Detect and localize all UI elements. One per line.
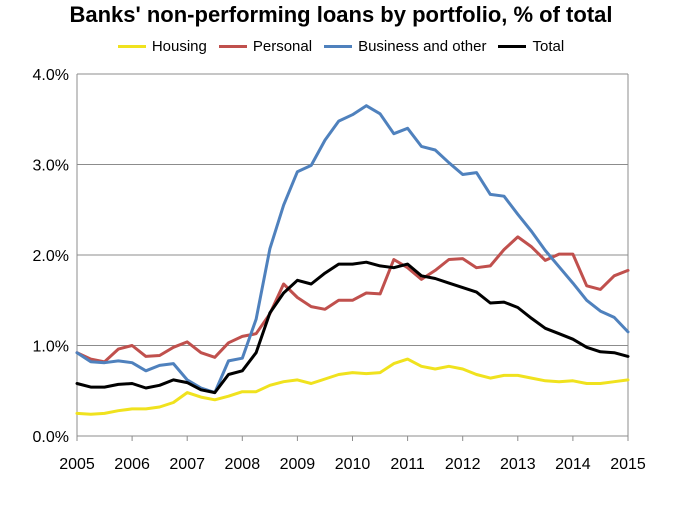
legend-swatch-personal (218, 45, 247, 48)
x-tick-label: 2005 (59, 456, 95, 473)
x-tick-label: 2011 (390, 456, 425, 473)
chart-title: Banks' non-performing loans by portfolio… (69, 2, 613, 27)
y-tick-label: 4.0% (33, 67, 69, 84)
legend-label-business: Business and other (358, 38, 487, 55)
legend-label-housing: Housing (151, 38, 207, 55)
y-tick-label: 2.0% (33, 248, 69, 265)
x-tick-label: 2009 (280, 456, 316, 473)
x-tick-label: 2010 (335, 456, 371, 473)
legend: Housing Personal Business and other Tota… (0, 38, 682, 55)
series-line-business-and-other (75, 104, 630, 395)
legend-swatch-business (324, 45, 353, 48)
legend-item-total: Total (498, 38, 564, 55)
x-tick-label: 2008 (225, 456, 261, 473)
series-line-housing (75, 357, 630, 416)
series-line-total (75, 260, 630, 395)
legend-swatch-housing (117, 45, 146, 48)
x-tick-label: 2015 (610, 456, 646, 473)
legend-label-total: Total (532, 38, 565, 55)
series-lines (75, 104, 630, 416)
legend-item-business: Business and other (324, 38, 486, 55)
x-tick-label: 2013 (500, 456, 536, 473)
tick-labels: 0.0% 1.0% 2.0% 3.0% 4.0% 2005 2006 2007 2008 2009… (33, 67, 646, 473)
legend-label-personal: Personal (252, 38, 313, 55)
axes (76, 74, 629, 441)
gridlines (77, 73, 628, 346)
x-tick-label: 2014 (555, 456, 591, 473)
x-tick-label: 2007 (169, 456, 205, 473)
x-tick-label: 2012 (445, 456, 481, 473)
y-tick-label: 0.0% (33, 429, 69, 446)
y-tick-label: 1.0% (33, 339, 69, 356)
y-tick-label: 3.0% (33, 158, 69, 175)
legend-item-personal: Personal (218, 38, 313, 55)
series-line-personal (75, 235, 630, 364)
legend-item-housing: Housing (117, 38, 207, 55)
x-tick-label: 2006 (114, 456, 150, 473)
legend-swatch-total (498, 45, 527, 48)
